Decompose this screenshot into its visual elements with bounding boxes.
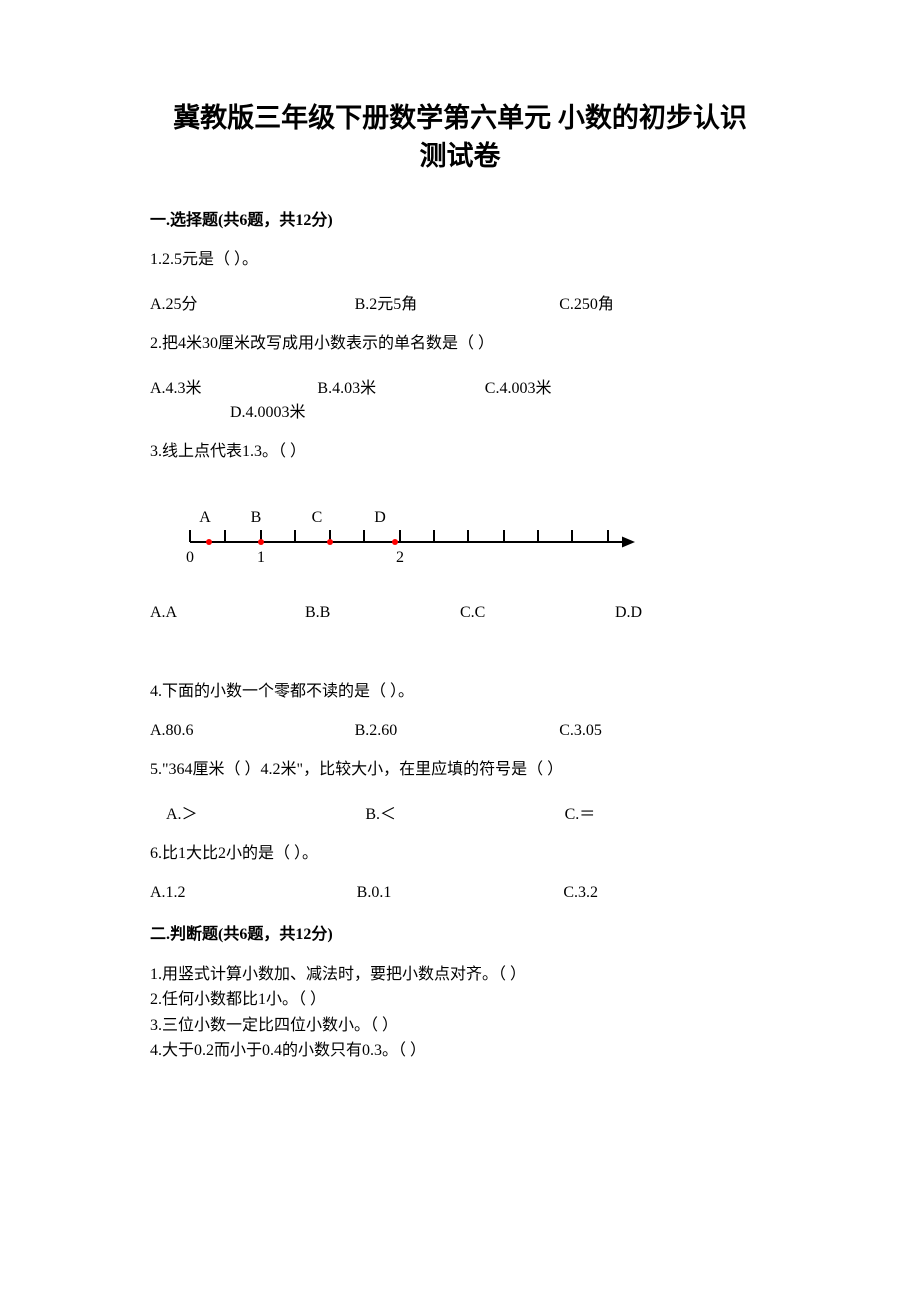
q5-optA: A.＞ [166,800,365,824]
q3-text: 3.线上点代表1.3。（ ） [150,440,770,464]
q2-text: 2.把4米30厘米改写成用小数表示的单名数是（ ） [150,332,770,356]
q5-optC: C.＝ [565,800,764,824]
j3: 3.三位小数一定比四位小数小。（ ） [150,1013,770,1039]
q1-text: 1.2.5元是（ ）。 [150,248,770,272]
svg-text:1: 1 [257,549,265,564]
svg-text:B: B [251,509,262,526]
svg-text:0: 0 [186,549,194,564]
q2-options: A.4.3米 B.4.03米 C.4.003米 D.4.0003米 [150,374,770,422]
q4-options: A.80.6 B.2.60 C.3.05 [150,722,770,740]
q6-optC: C.3.2 [563,884,770,902]
title-line1: 冀教版三年级下册数学第六单元 小数的初步认识 [150,100,770,138]
svg-text:C: C [312,509,323,526]
section2-header: 二.判断题(共6题，共12分) [150,920,770,944]
q4-optC: C.3.05 [559,722,764,740]
q1-optA: A.25分 [150,290,355,314]
q6-text: 6.比1大比2小的是（ ）。 [150,842,770,866]
svg-text:2: 2 [396,549,404,564]
svg-text:A: A [199,509,211,526]
q1-optB: B.2元5角 [355,290,560,314]
section1-header: 一.选择题(共6题，共12分) [150,206,770,230]
q3-options: A.A B.B C.C D.D [150,604,770,622]
q6-options: A.1.2 B.0.1 C.3.2 [150,884,770,902]
q2-optC: C.4.003米 [485,374,652,398]
q2-optD: D.4.0003米 [150,398,770,422]
q2-optA: A.4.3米 [150,374,317,398]
q5-options: A.＞ B.＜ C.＝ [150,800,770,824]
q4-optB: B.2.60 [355,722,560,740]
q5-optB: B.＜ [365,800,564,824]
q1-options: A.25分 B.2元5角 C.250角 [150,290,770,314]
j2: 2.任何小数都比1小。（ ） [150,987,770,1013]
number-line-diagram: 0 1 2 A B C D [180,494,770,564]
q3-optD: D.D [615,604,770,622]
number-line-svg: 0 1 2 A B C D [180,494,660,564]
svg-text:D: D [374,509,386,526]
j4: 4.大于0.2而小于0.4的小数只有0.3。（ ） [150,1038,770,1064]
q3-optC: C.C [460,604,615,622]
q4-text: 4.下面的小数一个零都不读的是（ ）。 [150,680,770,704]
j1: 1.用竖式计算小数加、减法时，要把小数点对齐。（ ） [150,962,770,988]
q5-text: 5."364厘米（ ）4.2米"，比较大小，在里应填的符号是（ ） [150,758,770,782]
q6-optB: B.0.1 [357,884,564,902]
q6-optA: A.1.2 [150,884,357,902]
title-line2: 测试卷 [150,138,770,176]
document-title: 冀教版三年级下册数学第六单元 小数的初步认识 测试卷 [150,100,770,176]
q3-optB: B.B [305,604,460,622]
q3-optA: A.A [150,604,305,622]
q2-optB: B.4.03米 [317,374,484,398]
q1-optC: C.250角 [559,290,764,314]
q4-optA: A.80.6 [150,722,355,740]
